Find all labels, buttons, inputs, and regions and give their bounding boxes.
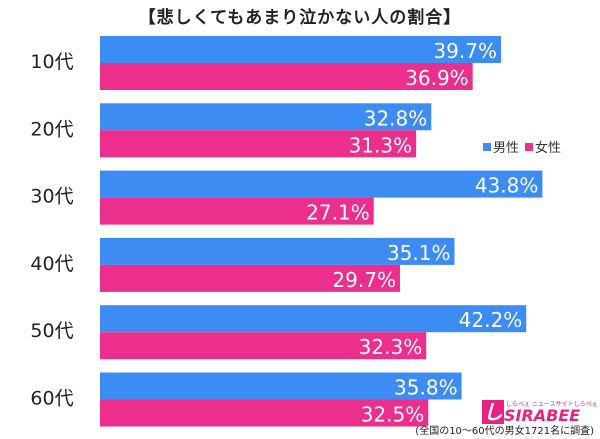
bar-female-1 bbox=[100, 130, 417, 158]
bar-female-4 bbox=[100, 332, 427, 360]
legend-item-male: 男性 bbox=[483, 137, 519, 156]
legend: 男性 女性 bbox=[483, 137, 561, 156]
chart-title: 【悲しくてもあまり泣かない人の割合】 bbox=[138, 8, 462, 28]
value-label-female-2: 27.1% bbox=[306, 201, 370, 225]
category-label-5: 60代 bbox=[30, 388, 73, 410]
value-label-male-0: 39.7% bbox=[433, 39, 497, 63]
category-label-4: 50代 bbox=[30, 320, 73, 342]
value-label-female-0: 36.9% bbox=[405, 66, 469, 90]
survey-footnote: (全国の10〜60代の男女1721名に調査) bbox=[415, 426, 594, 437]
bar-male-0 bbox=[100, 36, 501, 63]
bar-male-4 bbox=[100, 305, 527, 333]
value-label-male-2: 43.8% bbox=[475, 174, 539, 198]
value-label-male-3: 35.1% bbox=[387, 241, 451, 265]
legend-swatch-female bbox=[525, 142, 534, 151]
legend-swatch-male bbox=[483, 142, 491, 151]
logo-subtitle: しらべぇ ニュースサイトしらべぇ bbox=[506, 401, 598, 408]
bar-female-5 bbox=[100, 399, 429, 427]
category-label-3: 40代 bbox=[30, 253, 73, 275]
bar-female-2 bbox=[100, 197, 374, 225]
category-label-0: 10代 bbox=[30, 51, 73, 73]
value-label-female-1: 31.3% bbox=[349, 133, 413, 157]
legend-label-male: 男性 bbox=[493, 141, 520, 156]
legend-label-female: 女性 bbox=[535, 141, 562, 156]
value-label-female-5: 32.5% bbox=[361, 403, 425, 427]
value-label-male-1: 32.8% bbox=[364, 106, 428, 130]
value-label-female-3: 29.7% bbox=[332, 268, 396, 292]
sirabee-logo: し しらべぇ ニュースサイトしらべぇ SIRABEE bbox=[482, 400, 598, 425]
bar-male-2 bbox=[100, 170, 543, 198]
logo-wordmark: SIRABEE bbox=[504, 406, 581, 425]
category-label-2: 30代 bbox=[30, 186, 73, 208]
value-label-male-4: 42.2% bbox=[459, 308, 523, 332]
bar-male-3 bbox=[100, 237, 455, 265]
bar-male-5 bbox=[100, 372, 462, 400]
bar-female-0 bbox=[100, 63, 473, 90]
legend-item-female: 女性 bbox=[525, 137, 561, 156]
value-label-male-5: 35.8% bbox=[394, 376, 458, 400]
category-label-1: 20代 bbox=[30, 118, 73, 140]
bar-female-3 bbox=[100, 264, 400, 292]
value-label-female-4: 32.3% bbox=[359, 335, 423, 359]
bar-male-1 bbox=[100, 103, 432, 131]
logo-mark-icon: し bbox=[482, 400, 504, 424]
